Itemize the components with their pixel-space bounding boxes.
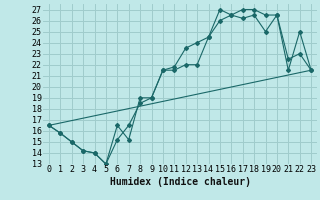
X-axis label: Humidex (Indice chaleur): Humidex (Indice chaleur): [109, 177, 251, 187]
